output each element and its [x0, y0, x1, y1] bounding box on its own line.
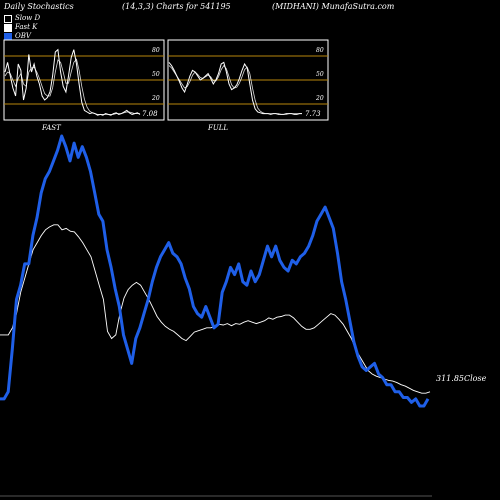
fast-tick-20: 20 [151, 95, 160, 102]
full-panel-label: FULL [207, 124, 228, 132]
legend-item-slow-d: Slow D [4, 14, 40, 23]
chart-title: Daily Stochastics [4, 2, 74, 11]
legend-swatch-fast-k [4, 23, 12, 32]
chart-params: (14,3,3) Charts for 541195 [122, 2, 231, 11]
fast-panel: 80 50 20 7.08 [3, 39, 165, 121]
fast-tick-50: 50 [152, 71, 160, 78]
fast-d-line [4, 58, 140, 115]
full-last-value: 7.73 [305, 110, 321, 118]
full-tick-80: 80 [316, 47, 324, 54]
chart-symbol: (MIDHANI) MunafaSutra.com [272, 2, 395, 11]
full-tick-20: 20 [315, 95, 324, 102]
obv-line [0, 134, 430, 408]
legend-item-fast-k: Fast K [4, 23, 40, 32]
legend-swatch-slow-d [4, 14, 12, 23]
legend-label-obv: OBV [15, 32, 31, 40]
legend: Slow D Fast K OBV [4, 14, 40, 41]
fast-panel-label: FAST [41, 124, 62, 132]
legend-label-fast-k: Fast K [15, 23, 38, 31]
full-panel: 80 50 20 7.73 [167, 39, 329, 121]
full-tick-50: 50 [316, 71, 324, 78]
fast-last-value: 7.08 [142, 110, 158, 118]
full-d-line [168, 64, 302, 115]
fast-tick-80: 80 [152, 47, 160, 54]
legend-label-slow-d: Slow D [15, 14, 41, 22]
close-last-value: 311.85Close [436, 374, 487, 383]
